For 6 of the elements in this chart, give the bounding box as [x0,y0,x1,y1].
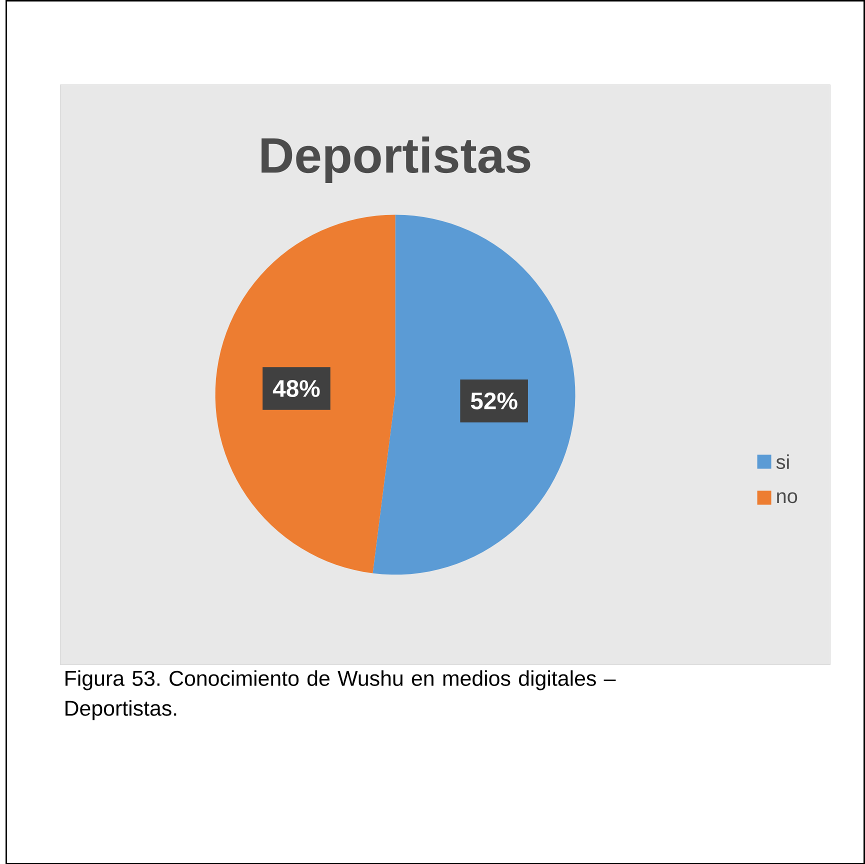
chart-title: Deportistas [262,136,530,183]
text: Figura 53. Conocimiento de Wushu en medios digitales – Deportistas. [66,670,616,720]
data-label: 48% [272,380,320,397]
data-label: 52% [470,392,518,410]
legend-label: si [776,454,789,469]
legend-label: no [777,492,798,503]
